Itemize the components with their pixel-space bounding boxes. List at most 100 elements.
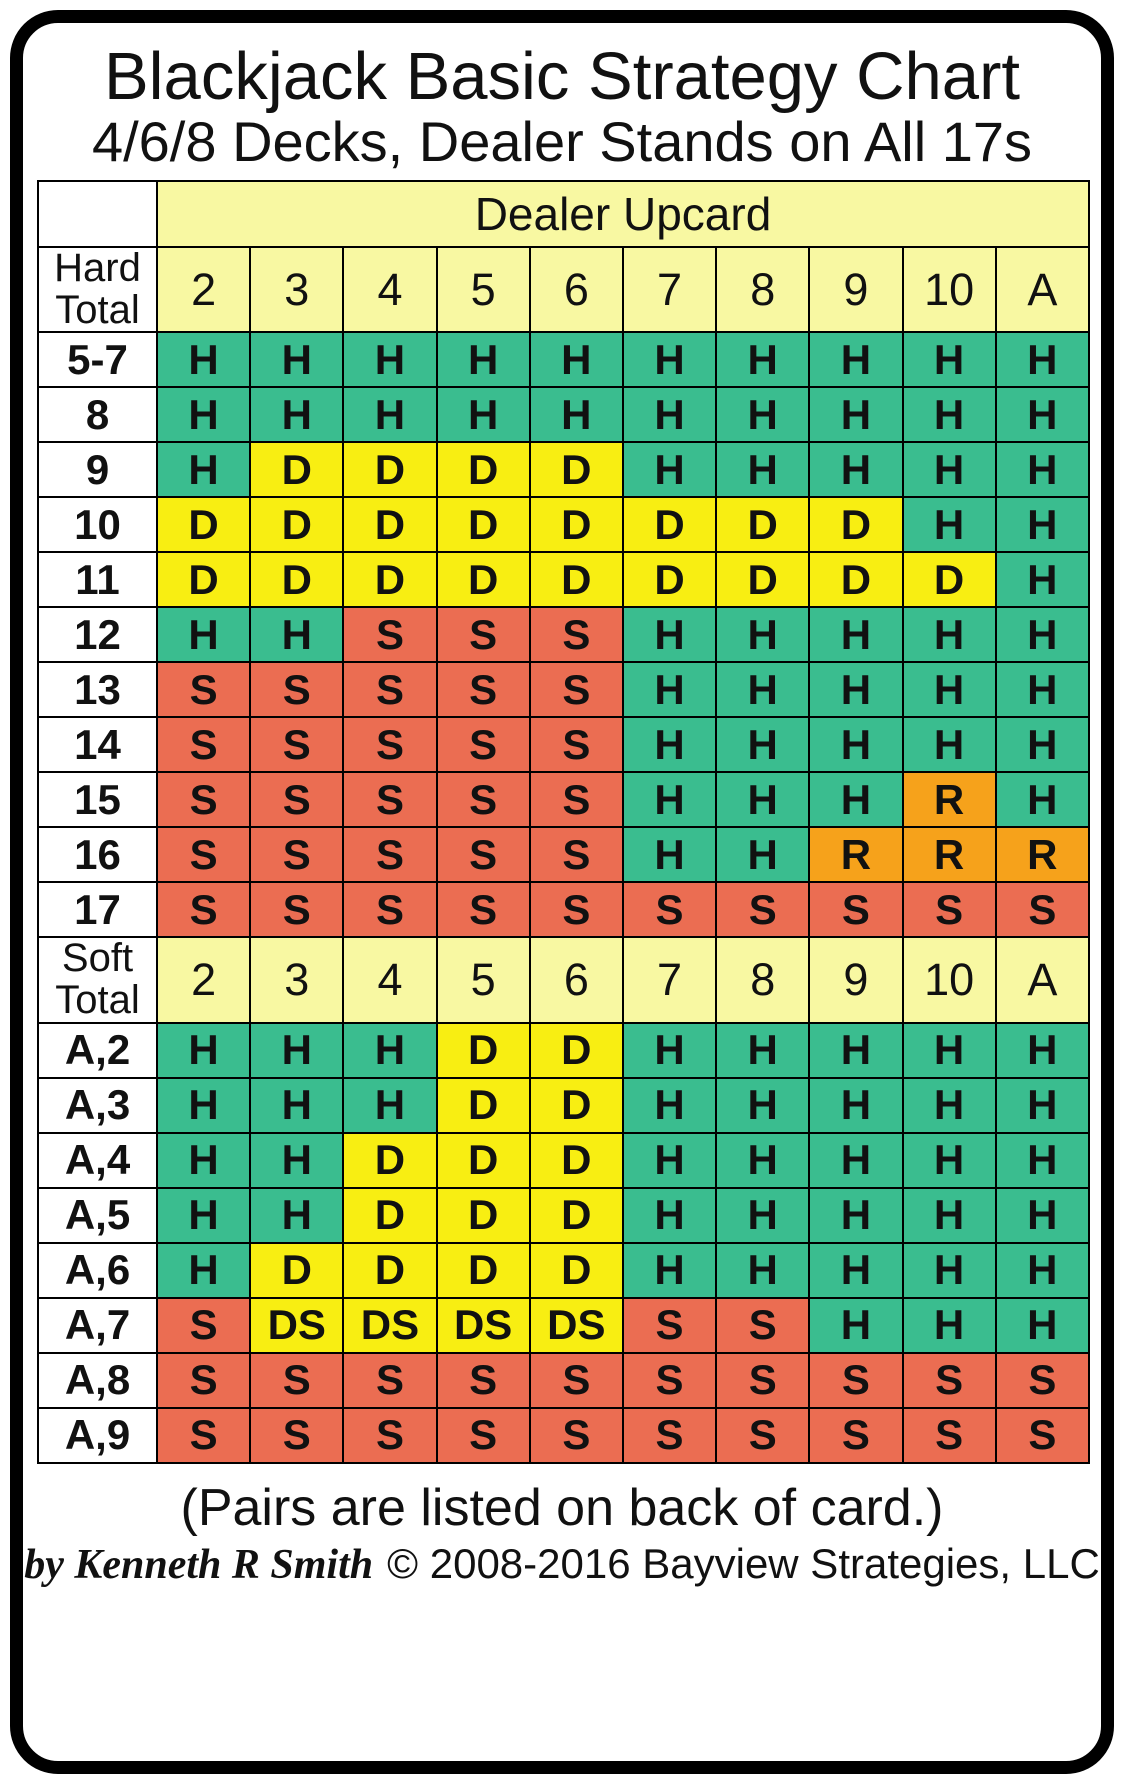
action-cell: H <box>249 1076 345 1134</box>
action-cell: R <box>808 826 904 884</box>
action-cell: H <box>994 1076 1091 1134</box>
action-cell: H <box>715 606 811 664</box>
row-label-a-7: A,7 <box>37 1296 158 1354</box>
column-header-2: 2 <box>155 936 252 1024</box>
action-cell: DS <box>342 1296 438 1354</box>
action-cell: H <box>901 606 997 664</box>
action-cell: S <box>901 1351 997 1409</box>
action-cell: D <box>528 441 624 499</box>
action-cell: H <box>901 1131 997 1189</box>
column-header-7: 7 <box>621 246 718 334</box>
action-cell: H <box>901 496 997 554</box>
section-label-hard-total: Hard Total <box>37 246 158 334</box>
action-cell: S <box>342 1406 438 1464</box>
row-label-a-6: A,6 <box>37 1241 158 1299</box>
action-cell: D <box>715 496 811 554</box>
action-cell: R <box>994 826 1091 884</box>
action-cell: H <box>715 1186 811 1244</box>
column-header-a: A <box>994 936 1091 1024</box>
action-cell: S <box>342 661 438 719</box>
action-cell: H <box>249 606 345 664</box>
strategy-card: Blackjack Basic Strategy Chart 4/6/8 Dec… <box>10 10 1114 1774</box>
row-label-a-5: A,5 <box>37 1186 158 1244</box>
action-cell: H <box>249 386 345 444</box>
action-cell: S <box>342 606 438 664</box>
page-title: Blackjack Basic Strategy Chart <box>103 39 1020 114</box>
action-cell: H <box>994 1131 1091 1189</box>
action-cell: S <box>528 661 624 719</box>
action-cell: H <box>249 331 345 389</box>
column-header-4: 4 <box>342 246 438 334</box>
action-cell: H <box>994 496 1091 554</box>
action-cell: H <box>435 386 531 444</box>
action-cell: H <box>621 386 718 444</box>
corner-cell <box>37 180 158 249</box>
column-header-5: 5 <box>435 936 531 1024</box>
action-cell: H <box>901 1241 997 1299</box>
action-cell: H <box>715 771 811 829</box>
action-cell: H <box>528 386 624 444</box>
action-cell: S <box>994 1351 1091 1409</box>
action-cell: S <box>155 716 252 774</box>
table-row-14: 14 S S S S S H H H H H <box>37 716 1091 774</box>
column-header-8: 8 <box>715 936 811 1024</box>
table-row-10: 10 D D D D D D D D H H <box>37 496 1091 554</box>
action-cell: H <box>808 331 904 389</box>
hard-total-header-row: Hard Total 2 3 4 5 6 7 8 9 10 A <box>37 246 1091 334</box>
action-cell: D <box>528 551 624 609</box>
table-row-15: 15 S S S S S H H H R H <box>37 771 1091 829</box>
action-cell: S <box>342 716 438 774</box>
action-cell: S <box>155 1351 252 1409</box>
action-cell: H <box>621 1241 718 1299</box>
action-cell: H <box>994 441 1091 499</box>
row-label-10: 10 <box>37 496 158 554</box>
action-cell: S <box>715 1406 811 1464</box>
action-cell: S <box>155 826 252 884</box>
action-cell: H <box>808 1021 904 1079</box>
column-header-3: 3 <box>249 936 345 1024</box>
action-cell: H <box>715 1131 811 1189</box>
table-row-17: 17 S S S S S S S S S S <box>37 881 1091 939</box>
action-cell: S <box>528 881 624 939</box>
action-cell: H <box>715 1076 811 1134</box>
action-cell: D <box>342 1241 438 1299</box>
table-row-16: 16 S S S S S H H R R R <box>37 826 1091 884</box>
column-header-10: 10 <box>901 936 997 1024</box>
action-cell: H <box>901 1296 997 1354</box>
action-cell: S <box>249 661 345 719</box>
action-cell: D <box>528 496 624 554</box>
column-header-7: 7 <box>621 936 718 1024</box>
action-cell: H <box>155 1186 252 1244</box>
action-cell: H <box>994 606 1091 664</box>
column-header-a: A <box>994 246 1091 334</box>
action-cell: H <box>435 331 531 389</box>
action-cell: D <box>528 1131 624 1189</box>
action-cell: H <box>901 1076 997 1134</box>
action-cell: S <box>994 881 1091 939</box>
action-cell: S <box>342 881 438 939</box>
action-cell: H <box>901 716 997 774</box>
action-cell: D <box>155 551 252 609</box>
action-cell: D <box>621 496 718 554</box>
action-cell: H <box>621 1076 718 1134</box>
pairs-note: (Pairs are listed on back of card.) <box>180 1478 944 1537</box>
action-cell: H <box>715 1021 811 1079</box>
row-label-a-4: A,4 <box>37 1131 158 1189</box>
action-cell: D <box>249 496 345 554</box>
action-cell: H <box>621 1021 718 1079</box>
row-label-a-3: A,3 <box>37 1076 158 1134</box>
action-cell: D <box>435 551 531 609</box>
row-label-14: 14 <box>37 716 158 774</box>
action-cell: S <box>621 1351 718 1409</box>
action-cell: H <box>994 661 1091 719</box>
action-cell: D <box>621 551 718 609</box>
action-cell: H <box>994 771 1091 829</box>
action-cell: D <box>528 1021 624 1079</box>
action-cell: D <box>435 496 531 554</box>
action-cell: H <box>901 441 997 499</box>
action-cell: H <box>621 1131 718 1189</box>
action-cell: H <box>155 441 252 499</box>
action-cell: DS <box>528 1296 624 1354</box>
action-cell: S <box>528 606 624 664</box>
action-cell: H <box>808 1296 904 1354</box>
